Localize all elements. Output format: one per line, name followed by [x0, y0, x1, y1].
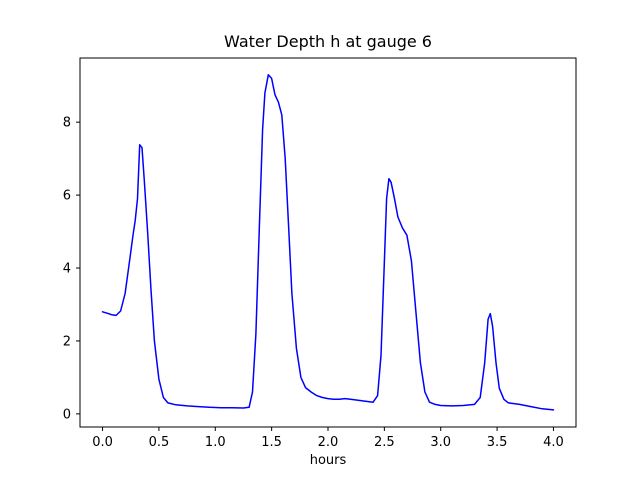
x-tick-label: 4.0: [543, 435, 564, 450]
y-tick-label: 2: [63, 334, 71, 349]
chart-title: Water Depth h at gauge 6: [224, 32, 432, 51]
x-tick-label: 1.0: [205, 435, 226, 450]
series-line-water-depth-h: [101, 74, 555, 411]
x-tick-label: 3.0: [430, 435, 451, 450]
y-tick-label: 0: [63, 407, 71, 422]
y-tick-label: 8: [63, 116, 71, 131]
x-tick-label: 1.5: [261, 435, 282, 450]
x-tick-label: 0.0: [92, 435, 113, 450]
x-tick-label: 3.5: [487, 435, 508, 450]
series-group: [101, 74, 555, 411]
x-tick-label: 2.5: [374, 435, 395, 450]
x-tick-label: 2.0: [318, 435, 339, 450]
ticks-group: 0.0 0.5 1.0 1.5 2.0 2.5 3.0 3.5 4.0 0 2 4 6 8: [63, 116, 564, 450]
x-axis-label: hours: [310, 453, 347, 468]
y-tick-label: 4: [63, 262, 71, 277]
x-tick-label: 0.5: [149, 435, 170, 450]
y-tick-label: 6: [63, 189, 71, 204]
